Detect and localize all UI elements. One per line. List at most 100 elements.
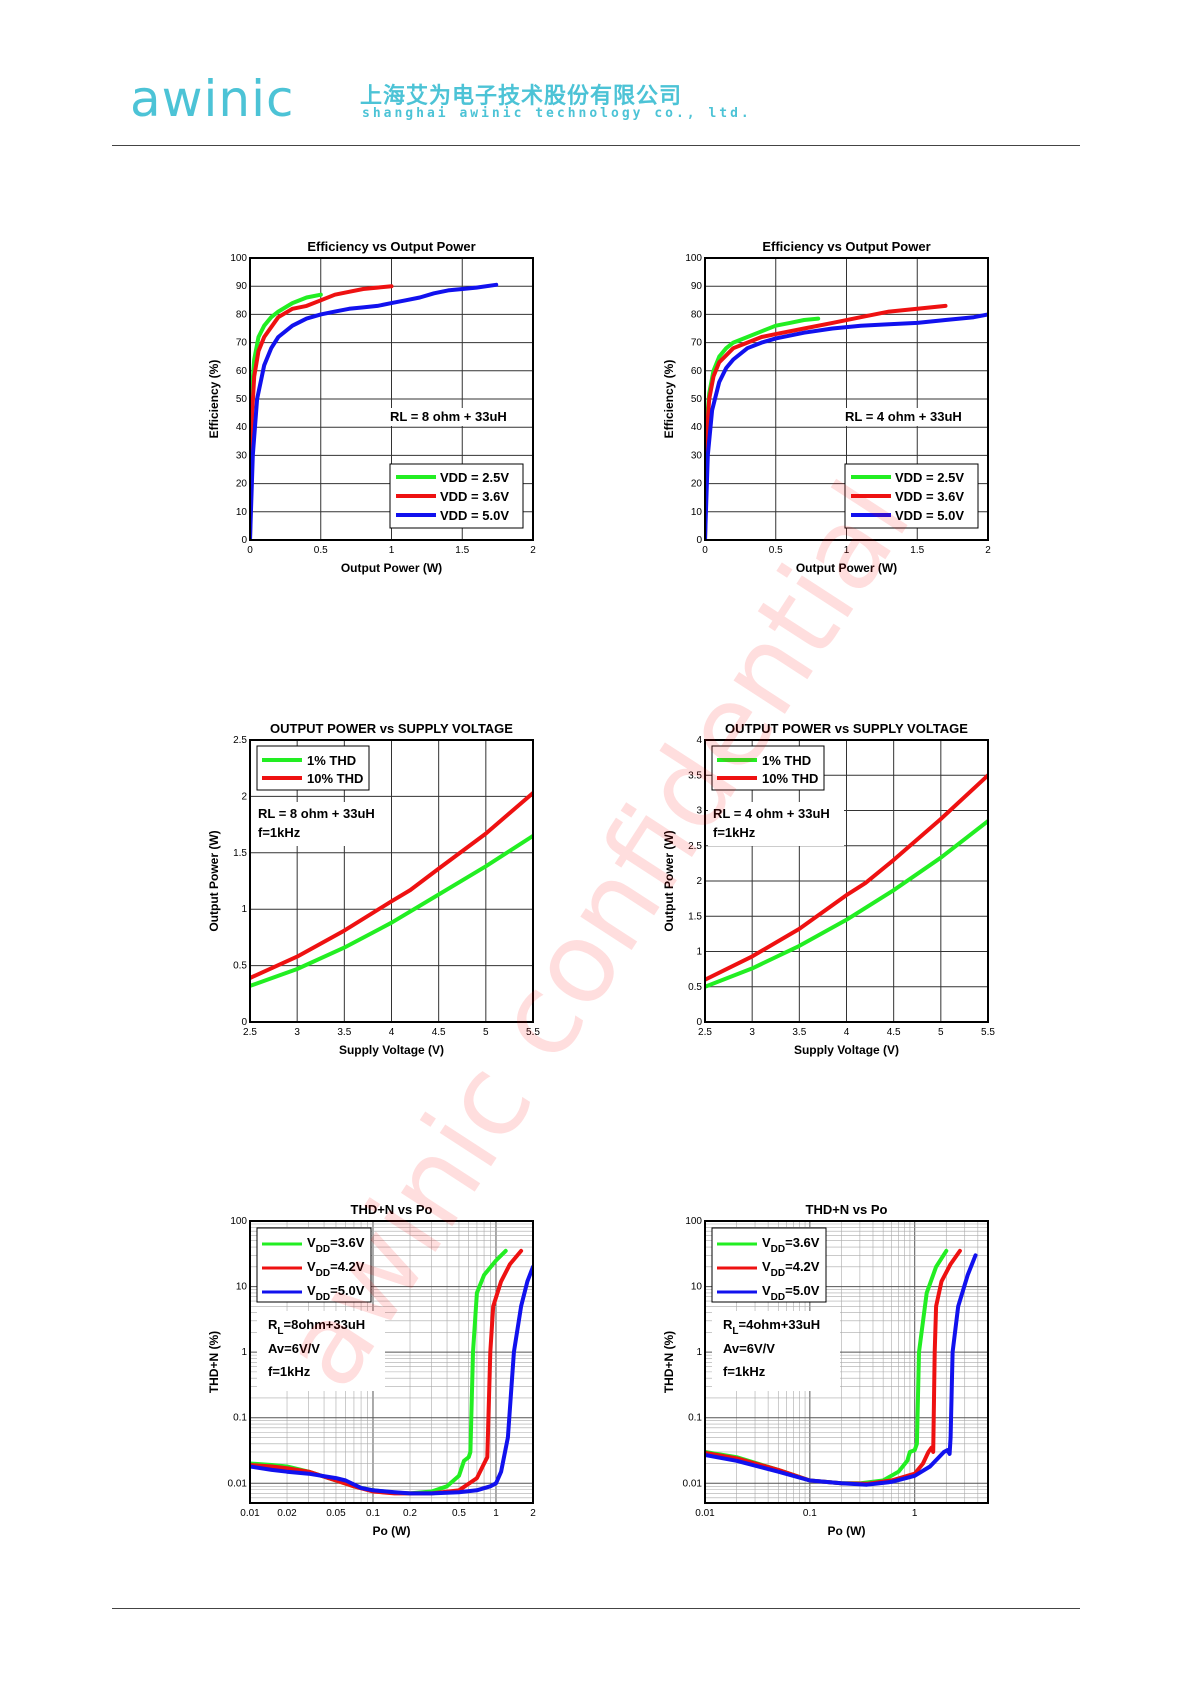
x-tick-label: 4.5	[432, 1027, 446, 1038]
legend-box	[711, 1227, 827, 1303]
x-tick-label: 5	[938, 1027, 944, 1038]
x-tick-label: 0.1	[366, 1508, 380, 1519]
header-divider	[112, 145, 1080, 146]
series-group	[250, 282, 499, 540]
series-line	[705, 312, 988, 540]
series-group	[705, 773, 988, 989]
x-tick-label: 0	[247, 545, 253, 556]
y-tick-label: 70	[691, 338, 703, 349]
chart-thdn-vs-po-8ohm: 0.01 0.02 0.05 0.1 0.2 0.5 1 2 0.01 0.1 1 10 100 THD+…	[207, 1202, 536, 1538]
plot-frame	[704, 257, 989, 541]
chart-efficiency-4ohm: 0 0.5 1 1.5 20102030405060708090100Efficienc…	[662, 239, 991, 575]
y-tick-label: 0	[696, 535, 702, 546]
x-tick-label: 4	[844, 1027, 850, 1038]
company-name-en: shanghai awinic technology co., ltd.	[362, 106, 752, 121]
y-tick-label: 100	[230, 253, 247, 264]
x-tick-label: 3.5	[792, 1027, 806, 1038]
series-line	[250, 1264, 533, 1496]
legend-label: VDD = 3.6V	[895, 489, 964, 504]
series-group	[705, 303, 988, 540]
x-tick-label: 5.5	[526, 1027, 540, 1038]
legend-label: VDD = 5.0V	[895, 508, 964, 523]
y-tick-label: 4	[696, 735, 702, 746]
x-tick-label: 2.5	[243, 1027, 257, 1038]
x-tick-label: 1	[389, 545, 395, 556]
y-tick-label: 0.01	[683, 1478, 703, 1489]
chart-title: THD+N vs Po	[351, 1202, 433, 1217]
y-tick-label: 1.5	[688, 911, 702, 922]
legend-label: VDD=3.6V	[307, 1235, 365, 1255]
y-tick-label: 2	[241, 791, 247, 802]
annotation-text: RL=8ohm+33uH	[268, 1317, 365, 1337]
y-tick-label: 1	[696, 1347, 702, 1358]
x-tick-label: 0.1	[803, 1508, 817, 1519]
x-tick-label: 0.5	[452, 1508, 466, 1519]
x-axis-label: Supply Voltage (V)	[339, 1043, 444, 1057]
y-axis-label: Output Power (W)	[207, 830, 221, 931]
series-line	[705, 1253, 978, 1487]
legend-label: VDD=4.2V	[762, 1259, 820, 1279]
legend-label: VDD = 2.5V	[440, 470, 509, 485]
x-tick-label: 1.5	[910, 545, 924, 556]
company-logo: awinic	[130, 70, 295, 128]
chart-title: Efficiency vs Output Power	[307, 239, 475, 254]
annotation-bg	[708, 802, 844, 846]
legend-label: VDD = 3.6V	[440, 489, 509, 504]
legend-label: VDD=3.6V	[762, 1235, 820, 1255]
x-tick-label: 1	[912, 1508, 918, 1519]
series-line	[250, 284, 394, 540]
y-tick-label: 10	[691, 507, 703, 518]
annotation-text: RL = 4 ohm + 33uH	[845, 409, 962, 424]
y-tick-label: 3.5	[688, 770, 702, 781]
x-tick-label: 2	[985, 545, 991, 556]
y-axis-label: Efficiency (%)	[207, 360, 221, 439]
y-tick-label: 1.5	[233, 848, 247, 859]
annotation-bg	[253, 802, 389, 846]
legend-box	[256, 1227, 372, 1303]
y-tick-label: 2.5	[688, 841, 702, 852]
x-tick-label: 2	[530, 545, 536, 556]
y-tick-label: 70	[236, 338, 248, 349]
y-axis-label: Output Power (W)	[662, 830, 676, 931]
x-axis-label: Po (W)	[828, 1524, 866, 1538]
chart-title: OUTPUT POWER vs SUPPLY VOLTAGE	[725, 721, 968, 736]
annotation-text: f=1kHz	[258, 825, 301, 840]
y-tick-label: 30	[236, 450, 248, 461]
y-tick-label: 1	[696, 947, 702, 958]
plot-frame	[249, 1220, 534, 1504]
x-tick-label: 1	[493, 1508, 499, 1519]
plot-frame	[249, 257, 534, 541]
y-tick-label: 90	[691, 281, 703, 292]
chart-title: THD+N vs Po	[806, 1202, 888, 1217]
x-tick-label: 3	[294, 1027, 300, 1038]
y-tick-label: 0	[696, 1017, 702, 1028]
plot-frame	[249, 739, 534, 1023]
y-tick-label: 2.5	[233, 735, 247, 746]
y-tick-label: 3	[696, 806, 702, 817]
y-axis-label: THD+N (%)	[662, 1331, 676, 1393]
y-tick-label: 0.1	[233, 1413, 247, 1424]
y-tick-label: 20	[236, 479, 248, 490]
y-tick-label: 60	[691, 366, 703, 377]
legend-box	[256, 745, 370, 791]
x-axis-label: Supply Voltage (V)	[794, 1043, 899, 1057]
y-tick-label: 80	[236, 309, 248, 320]
x-tick-label: 0.5	[769, 545, 783, 556]
plot-frame	[704, 739, 989, 1023]
y-tick-label: 10	[236, 507, 248, 518]
y-tick-label: 1	[241, 904, 247, 915]
y-tick-label: 40	[236, 422, 248, 433]
series-group	[250, 791, 533, 988]
legend-label: 10% THD	[762, 771, 818, 786]
plot-frame	[704, 1220, 989, 1504]
legend-label: VDD=5.0V	[307, 1283, 365, 1303]
annotation-text: Av=6V/V	[723, 1341, 775, 1356]
y-tick-label: 0.01	[228, 1478, 248, 1489]
x-tick-label: 2	[530, 1508, 536, 1519]
legend-label: VDD=4.2V	[307, 1259, 365, 1279]
x-tick-label: 5.5	[981, 1027, 995, 1038]
annotation-bg	[386, 408, 522, 426]
x-tick-label: 5	[483, 1027, 489, 1038]
series-line	[705, 303, 948, 540]
y-axis-label: Efficiency (%)	[662, 360, 676, 439]
